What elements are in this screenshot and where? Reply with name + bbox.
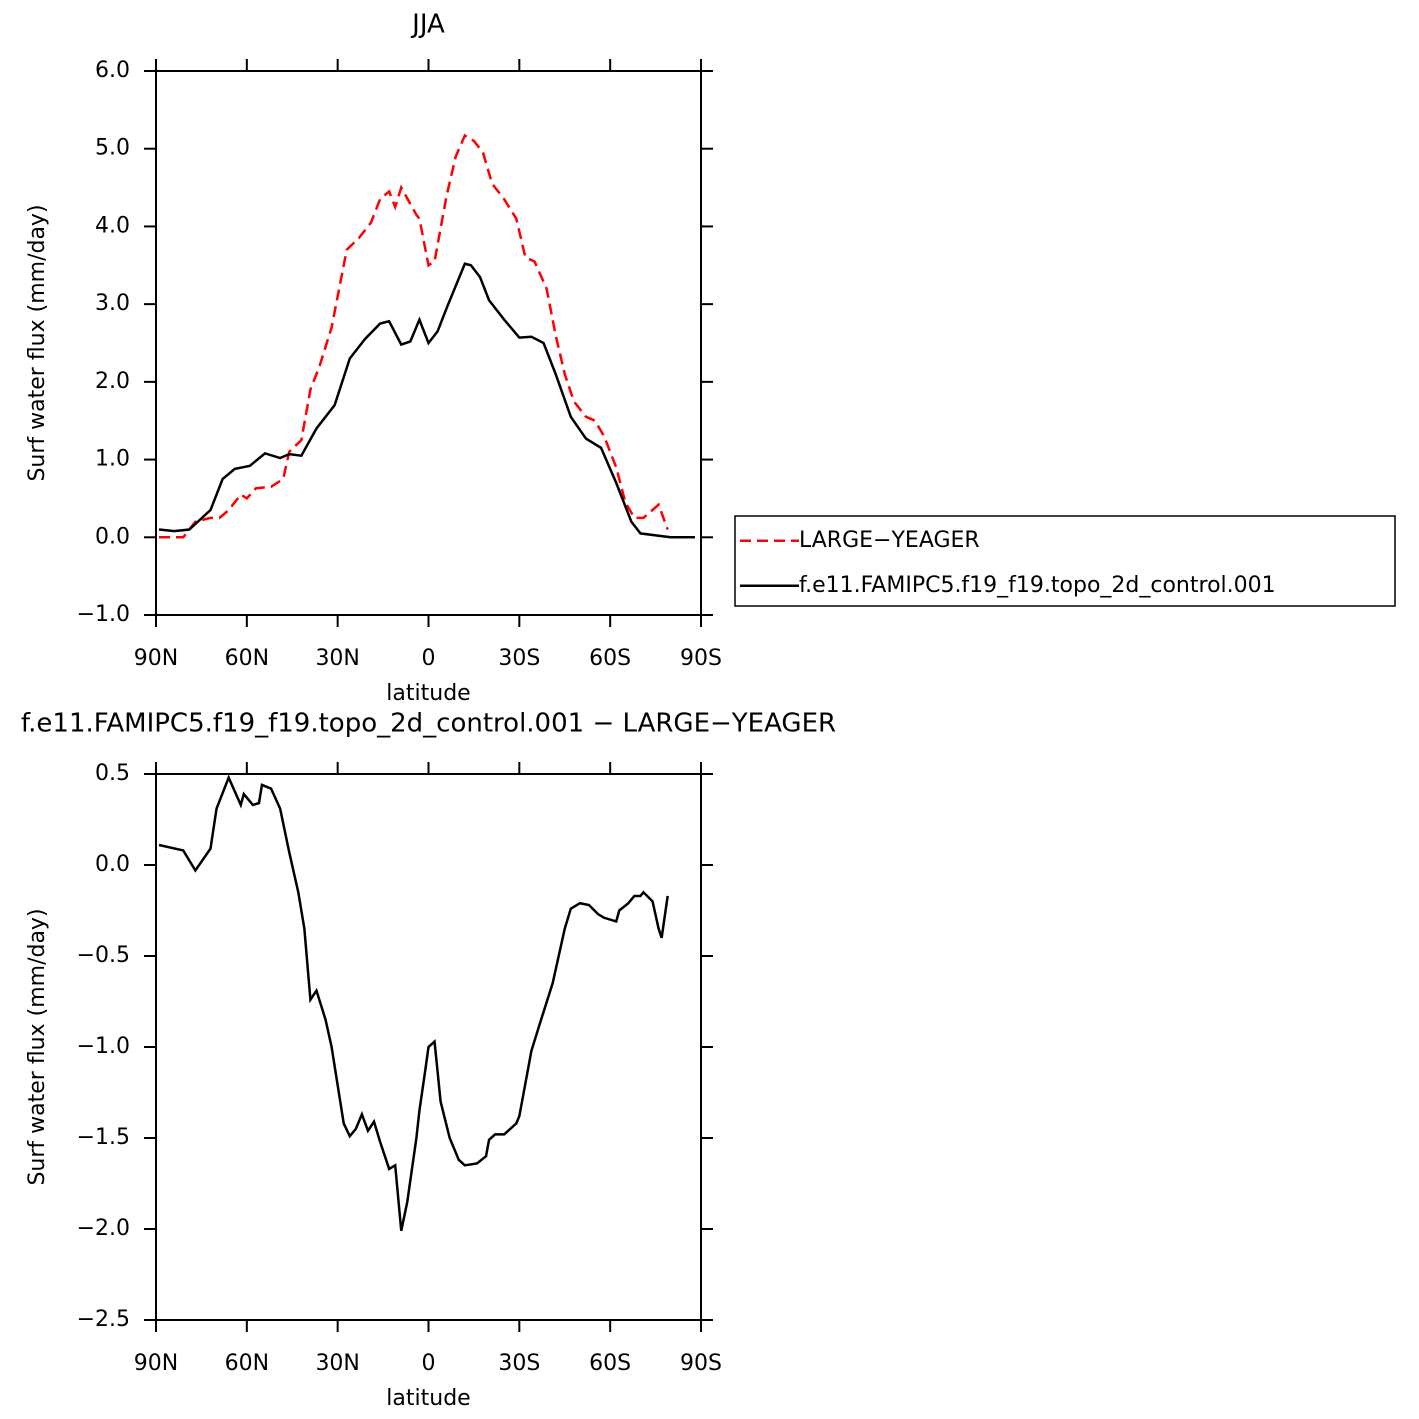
x-tick-label: 30N bbox=[315, 646, 359, 671]
x-axis-label: latitude bbox=[386, 1386, 470, 1411]
x-tick-label: 90S bbox=[680, 1351, 722, 1376]
y-tick-label: −1.5 bbox=[77, 1125, 130, 1150]
legend-label: LARGE−YEAGER bbox=[799, 528, 980, 553]
legend-box bbox=[734, 515, 1396, 607]
x-axis-label: latitude bbox=[386, 681, 470, 706]
x-tick-label: 30N bbox=[315, 1351, 359, 1376]
y-tick-label: 0.5 bbox=[95, 761, 130, 786]
x-tick-label: 90N bbox=[134, 1351, 178, 1376]
y-tick-label: 4.0 bbox=[95, 213, 130, 238]
y-tick-label: 1.0 bbox=[95, 447, 130, 472]
y-axis-label: Surf water flux (mm/day) bbox=[25, 204, 50, 481]
y-tick-label: −2.0 bbox=[77, 1216, 130, 1241]
y-tick-label: −1.0 bbox=[77, 1034, 130, 1059]
y-tick-label: 0.0 bbox=[95, 852, 130, 877]
data-line bbox=[158, 262, 695, 539]
x-tick-label: 60S bbox=[589, 646, 631, 671]
y-axis-label: Surf water flux (mm/day) bbox=[25, 908, 50, 1185]
x-tick-label: 0 bbox=[422, 646, 436, 671]
y-tick-label: 2.0 bbox=[95, 369, 130, 394]
y-tick-label: 5.0 bbox=[95, 136, 130, 161]
legend-label: f.e11.FAMIPC5.f19_f19.topo_2d_control.00… bbox=[799, 573, 1276, 598]
y-tick-label: −2.5 bbox=[77, 1307, 130, 1332]
x-tick-label: 90S bbox=[680, 646, 722, 671]
y-tick-label: 0.0 bbox=[95, 524, 130, 549]
y-tick-label: 3.0 bbox=[95, 291, 130, 316]
x-tick-label: 30S bbox=[498, 646, 540, 671]
x-tick-label: 60S bbox=[589, 1351, 631, 1376]
y-tick-label: −1.0 bbox=[77, 602, 130, 627]
data-line bbox=[158, 774, 669, 1232]
x-tick-label: 90N bbox=[134, 646, 178, 671]
x-tick-label: 0 bbox=[422, 1351, 436, 1376]
y-tick-label: 6.0 bbox=[95, 58, 130, 83]
x-tick-label: 60N bbox=[225, 646, 269, 671]
chart-title: JJA bbox=[410, 10, 445, 40]
y-tick-label: −0.5 bbox=[77, 943, 130, 968]
chart-title: f.e11.FAMIPC5.f19_f19.topo_2d_control.00… bbox=[21, 709, 836, 739]
x-tick-label: 60N bbox=[225, 1351, 269, 1376]
x-tick-label: 30S bbox=[498, 1351, 540, 1376]
data-line bbox=[159, 133, 669, 539]
